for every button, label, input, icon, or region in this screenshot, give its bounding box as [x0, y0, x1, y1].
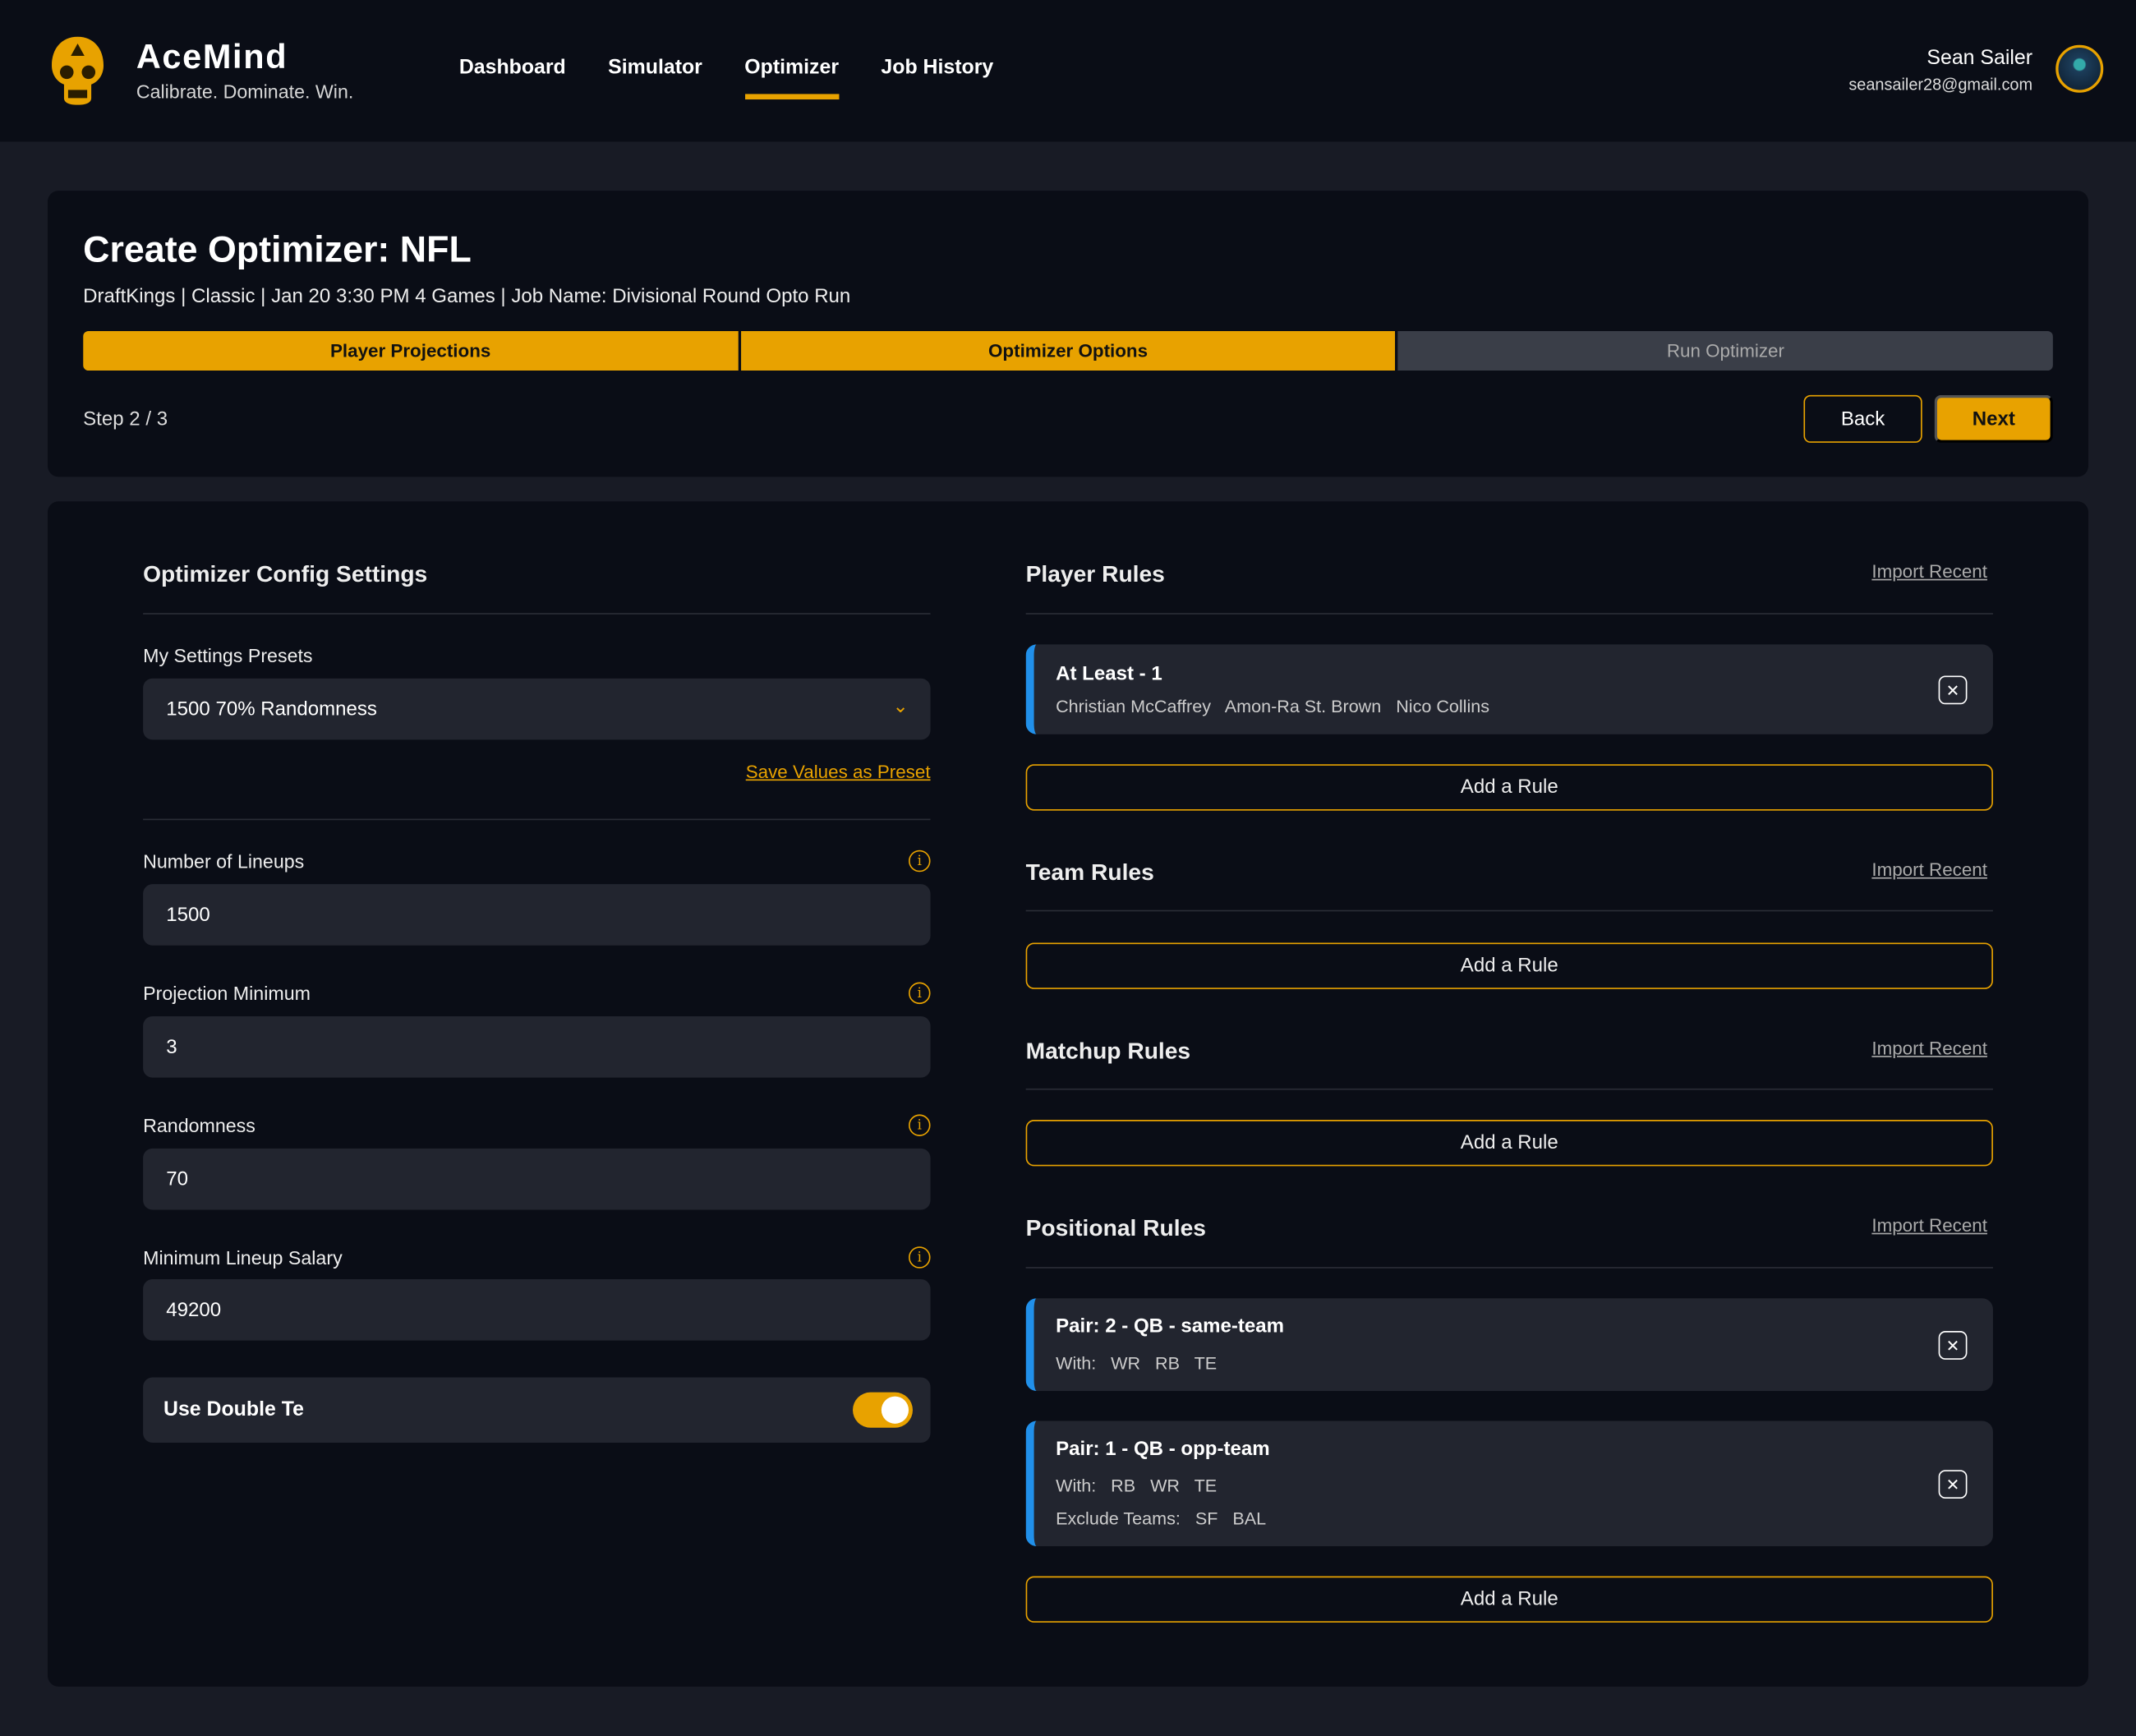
stepper: Player Projections Optimizer Options Run… [83, 330, 2053, 371]
field-label: Projection Minimum [143, 982, 311, 1005]
divider [143, 818, 931, 821]
player-rule-card: At Least - 1 Christian McCaffrey Amon-Ra… [1025, 644, 1993, 734]
brand-name: AceMind [136, 38, 288, 76]
positional-rule-card: Pair: 1 - QB - opp-team With: RB WR TE E… [1025, 1421, 1993, 1547]
divider [1025, 1088, 1993, 1090]
double-te-toggle[interactable] [853, 1392, 913, 1428]
randomness-input[interactable]: 70 [143, 1148, 931, 1210]
wizard-card: Create Optimizer: NFL DraftKings | Class… [48, 191, 2089, 477]
presets-select[interactable]: 1500 70% Randomness ⌄ [143, 678, 931, 740]
step-player-projections[interactable]: Player Projections [83, 330, 739, 371]
nav-optimizer[interactable]: Optimizer [744, 56, 840, 100]
user-email: seansailer28@gmail.com [1848, 75, 2033, 94]
info-icon[interactable]: i [909, 1246, 931, 1269]
double-te-row: Use Double Te [143, 1377, 931, 1444]
field-label: Minimum Lineup Salary [143, 1246, 343, 1269]
step-optimizer-options[interactable]: Optimizer Options [740, 330, 1396, 371]
min-salary-input[interactable]: 49200 [143, 1279, 931, 1341]
import-recent-link[interactable]: Import Recent [1871, 1215, 1987, 1236]
close-icon[interactable]: ✕ [1938, 1331, 1968, 1360]
import-recent-link[interactable]: Import Recent [1871, 859, 1987, 881]
tagline: Calibrate. Dominate. Win. [136, 80, 354, 103]
close-icon[interactable]: ✕ [1938, 675, 1968, 705]
field-label: Randomness [143, 1114, 255, 1136]
projection-minimum-input[interactable]: 3 [143, 1016, 931, 1078]
step-counter: Step 2 / 3 [83, 408, 168, 431]
options-card: Optimizer Config Settings My Settings Pr… [48, 501, 2089, 1687]
import-recent-link[interactable]: Import Recent [1871, 561, 1987, 583]
rule-detail: Christian McCaffrey Amon-Ra St. Brown Ni… [1056, 696, 1490, 717]
next-button[interactable]: Next [1934, 394, 2053, 443]
rule-title: Pair: 1 - QB - opp-team [1056, 1439, 1270, 1461]
divider [1025, 909, 1993, 912]
rule-exclude: Exclude Teams: SF BAL [1056, 1508, 1267, 1529]
top-nav: AceMind Calibrate. Dominate. Win. Dashbo… [0, 0, 2136, 142]
close-icon[interactable]: ✕ [1938, 1470, 1968, 1499]
skull-logo-icon [52, 36, 104, 105]
nav-simulator[interactable]: Simulator [608, 55, 702, 80]
positional-rules-title: Positional Rules [1025, 1215, 1206, 1241]
config-title: Optimizer Config Settings [143, 561, 428, 587]
positional-rule-card: Pair: 2 - QB - same-team With: WR RB TE … [1025, 1298, 1993, 1392]
job-subtitle: DraftKings | Classic | Jan 20 3:30 PM 4 … [83, 286, 851, 308]
chevron-down-icon: ⌄ [892, 694, 909, 717]
rule-with: With: WR RB TE [1056, 1352, 1218, 1374]
info-icon[interactable]: i [909, 850, 931, 873]
rule-with: With: RB WR TE [1056, 1475, 1218, 1496]
add-matchup-rule-button[interactable]: Add a Rule [1025, 1120, 1993, 1167]
team-rules-title: Team Rules [1025, 859, 1154, 886]
divider [1025, 613, 1993, 615]
info-icon[interactable]: i [909, 982, 931, 1005]
back-button[interactable]: Back [1803, 394, 1922, 443]
divider [1025, 1267, 1993, 1269]
field-label: Number of Lineups [143, 850, 305, 873]
page-title: Create Optimizer: NFL [83, 228, 472, 270]
matchup-rules-title: Matchup Rules [1025, 1038, 1191, 1065]
add-player-rule-button[interactable]: Add a Rule [1025, 764, 1993, 811]
toggle-label: Use Double Te [163, 1398, 304, 1421]
user-name: Sean Sailer [1927, 46, 2033, 70]
nav-job-history[interactable]: Job History [881, 55, 994, 80]
rule-title: Pair: 2 - QB - same-team [1056, 1315, 1285, 1338]
presets-label: My Settings Presets [143, 644, 313, 666]
preset-value: 1500 70% Randomness [166, 698, 377, 721]
nav-dashboard[interactable]: Dashboard [458, 55, 566, 80]
add-team-rule-button[interactable]: Add a Rule [1025, 942, 1993, 989]
player-rules-title: Player Rules [1025, 561, 1165, 587]
add-positional-rule-button[interactable]: Add a Rule [1025, 1576, 1993, 1623]
step-run-optimizer[interactable]: Run Optimizer [1397, 330, 2053, 371]
user-info[interactable]: Sean Sailer seansailer28@gmail.com [1848, 46, 2032, 94]
import-recent-link[interactable]: Import Recent [1871, 1038, 1987, 1059]
lineups-input[interactable]: 1500 [143, 884, 931, 946]
divider [143, 613, 931, 615]
save-preset-link[interactable]: Save Values as Preset [745, 761, 931, 782]
info-icon[interactable]: i [909, 1114, 931, 1136]
avatar[interactable] [2055, 44, 2104, 93]
rule-title: At Least - 1 [1056, 663, 1162, 686]
